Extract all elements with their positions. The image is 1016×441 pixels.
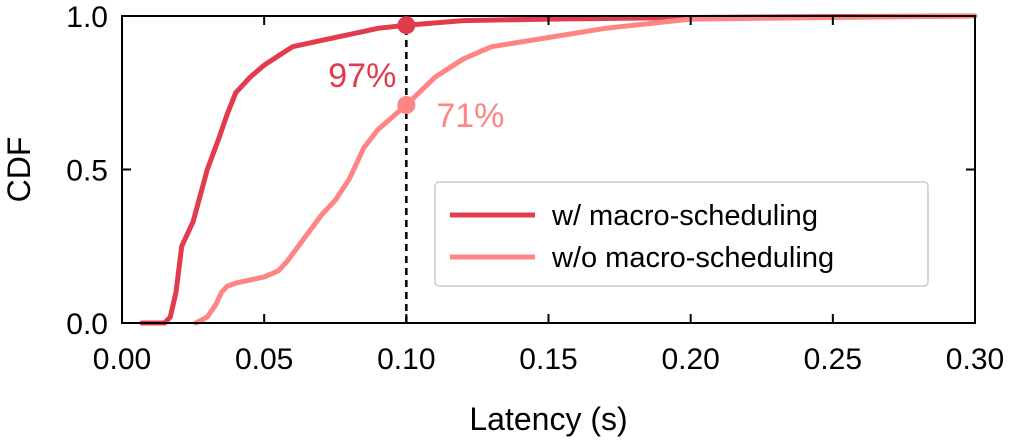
x-tick-label: 0.25: [804, 343, 862, 376]
series-layer: [139, 13, 978, 326]
x-tick-label: 0.00: [93, 343, 151, 376]
annotation-layer: 97% 71%: [328, 16, 504, 135]
legend-box: [434, 181, 929, 287]
annotation-marker-1: [397, 96, 416, 115]
plot-frame: [121, 15, 976, 324]
legend-label-without-macro: w/o macro-scheduling: [551, 242, 834, 274]
x-tick-label: 0.15: [519, 343, 577, 376]
y-tick-label: 0.5: [66, 155, 108, 188]
y-axis-ticks: 0.0 0.5 1.0: [66, 1, 975, 341]
annotation-label-1: 71%: [436, 97, 504, 135]
x-tick-label: 0.30: [946, 343, 1004, 376]
y-axis-title: CDF: [1, 137, 37, 203]
y-tick-label: 1.0: [66, 1, 108, 34]
y-tick-label: 0.0: [66, 308, 108, 341]
series-line-0: [139, 13, 978, 326]
annotation-marker-0: [397, 16, 416, 35]
legend-label-with-macro: w/ macro-scheduling: [551, 200, 818, 232]
x-axis-title: Latency (s): [469, 401, 627, 437]
series-line-1: [193, 13, 978, 326]
x-tick-label: 0.20: [661, 343, 719, 376]
x-tick-label: 0.10: [377, 343, 435, 376]
x-tick-label: 0.05: [235, 343, 293, 376]
legend: w/ macro-scheduling w/o macro-scheduling: [434, 181, 929, 287]
annotation-label-0: 97%: [328, 57, 396, 95]
x-axis-ticks: 0.00 0.05 0.10 0.15 0.20 0.25 0.30: [93, 16, 1004, 376]
